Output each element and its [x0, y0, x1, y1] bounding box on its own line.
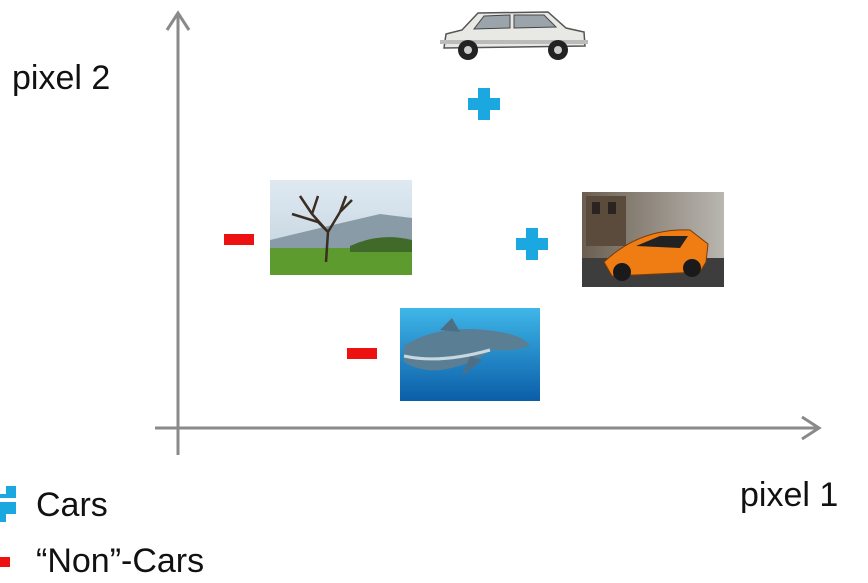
- plus-marker: [516, 228, 548, 260]
- minus-marker: [347, 348, 377, 359]
- x-arrow: [801, 415, 822, 441]
- minus-marker: [224, 234, 254, 245]
- legend-label: “Non”-Cars: [36, 542, 204, 580]
- y-axis-label: pixel 2: [12, 59, 110, 97]
- legend-minus: [0, 557, 10, 567]
- markers: [224, 88, 548, 359]
- image-dolphin: [400, 308, 540, 401]
- legend-plus: [0, 486, 16, 522]
- image-sports-car: [582, 192, 724, 287]
- y-arrow: [165, 10, 191, 31]
- x-axis-label: pixel 1: [740, 476, 838, 514]
- legend-label: Cars: [36, 486, 108, 524]
- plus-marker: [468, 88, 500, 120]
- image-tree: [270, 180, 412, 275]
- axes: [155, 10, 822, 455]
- legend: Cars “Non”-Cars: [0, 486, 204, 580]
- image-old-car: [440, 4, 588, 64]
